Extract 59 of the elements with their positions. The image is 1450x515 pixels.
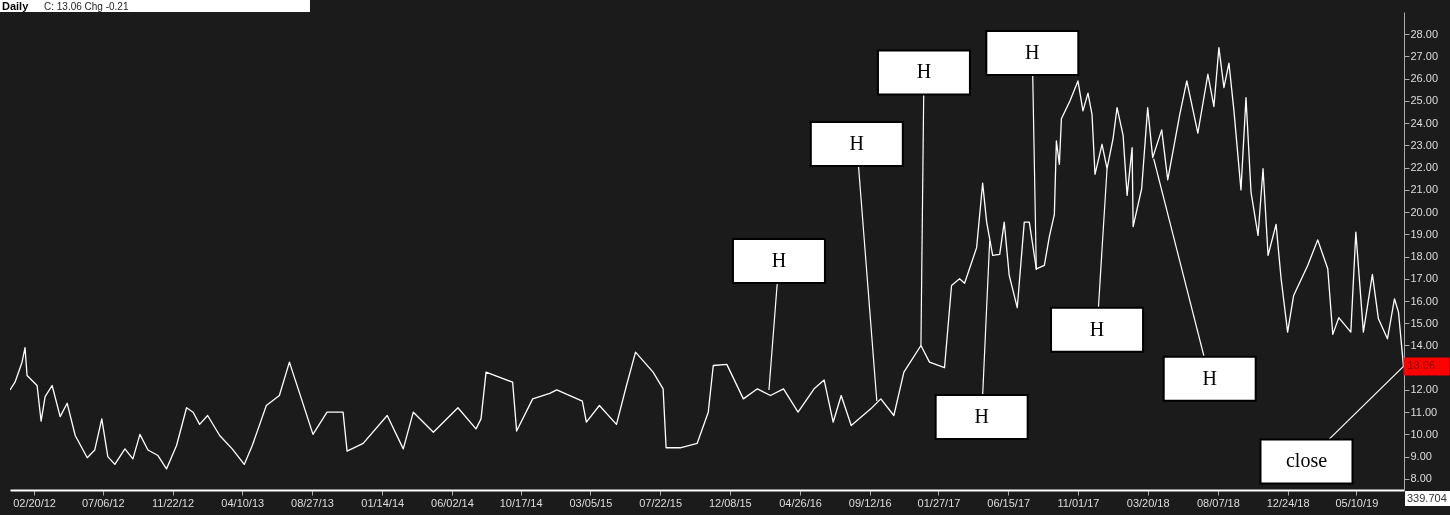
y-tick-label: 25.00 [1410,94,1439,107]
annotation: close [1285,449,1328,472]
x-tick-label: 01/14/14 [361,496,405,509]
y-tick-label: 18.00 [1410,250,1439,263]
y-tick-label: 24.00 [1410,116,1439,129]
x-tick-label: 07/22/15 [639,496,683,509]
y-tick-label: 8.00 [1410,472,1432,485]
x-tick-label: 06/02/14 [431,496,474,509]
x-tick-label: 10/17/14 [499,496,543,509]
x-tick-label: 11/01/17 [1057,496,1100,509]
y-tick-label: 26.00 [1410,72,1439,85]
callout-box: H [731,237,826,391]
y-tick-label: 16.00 [1410,294,1439,307]
y-tick-label: 17.00 [1410,272,1439,285]
x-tick-label: 04/26/16 [779,496,822,509]
y-tick-label: 14.00 [1410,338,1439,351]
y-tick-label: 15.00 [1410,316,1439,329]
callout-box: H [934,240,1029,440]
chart-title: Daily [2,0,30,12]
annotation: H [1089,317,1105,340]
x-tick-label: 04/10/13 [221,496,265,509]
y-tick-label: 10.00 [1410,427,1439,440]
callout-box: H [985,29,1080,271]
annotation: H [1025,40,1040,63]
y-tick-label: 23.00 [1410,138,1439,151]
x-tick-label: 12/08/15 [708,496,752,509]
x-tick-label: 08/27/13 [291,496,334,509]
y-tick-label: 11.00 [1410,405,1438,418]
callout-box: close [1259,365,1405,485]
annotation: 13.06 [1407,359,1436,372]
annotation: H [916,60,932,83]
y-tick-label: 20.00 [1410,205,1439,218]
callout-box: H [1153,158,1257,402]
callout-box: H [1050,168,1145,353]
x-tick-label: 09/12/16 [848,496,892,509]
x-tick-label: 03/20/18 [1126,496,1170,509]
y-tick-label: 21.00 [1410,183,1439,196]
x-tick-label: 02/20/12 [13,496,56,509]
x-tick-label: 07/06/12 [81,496,125,509]
x-tick-label: 08/07/18 [1196,496,1240,509]
annotation: H [771,248,787,271]
chart-subtitle: C: 13.06 Chg -0.21 [44,1,129,12]
annotation: H [974,405,989,427]
y-tick-label: 9.00 [1410,450,1432,463]
annotation: H [849,132,865,155]
callout-box: H [876,49,971,347]
callout-box: H [809,121,904,402]
y-tick-label: 12.00 [1410,383,1439,396]
y-tick-label: 28.00 [1410,27,1439,40]
x-tick-label: 05/10/19 [1335,496,1379,509]
y-tick-label: 22.00 [1410,161,1439,174]
y-tick-label: 19.00 [1410,227,1439,240]
annotation: H [1202,366,1217,389]
x-tick-label: 11/22/12 [152,496,195,509]
x-tick-label: 03/05/15 [569,496,613,509]
y-tick-label: 27.00 [1410,49,1439,62]
x-tick-label: 12/24/18 [1266,496,1310,509]
x-tick-label: 06/15/17 [987,496,1031,509]
x-tick-label: 01/27/17 [917,496,961,509]
